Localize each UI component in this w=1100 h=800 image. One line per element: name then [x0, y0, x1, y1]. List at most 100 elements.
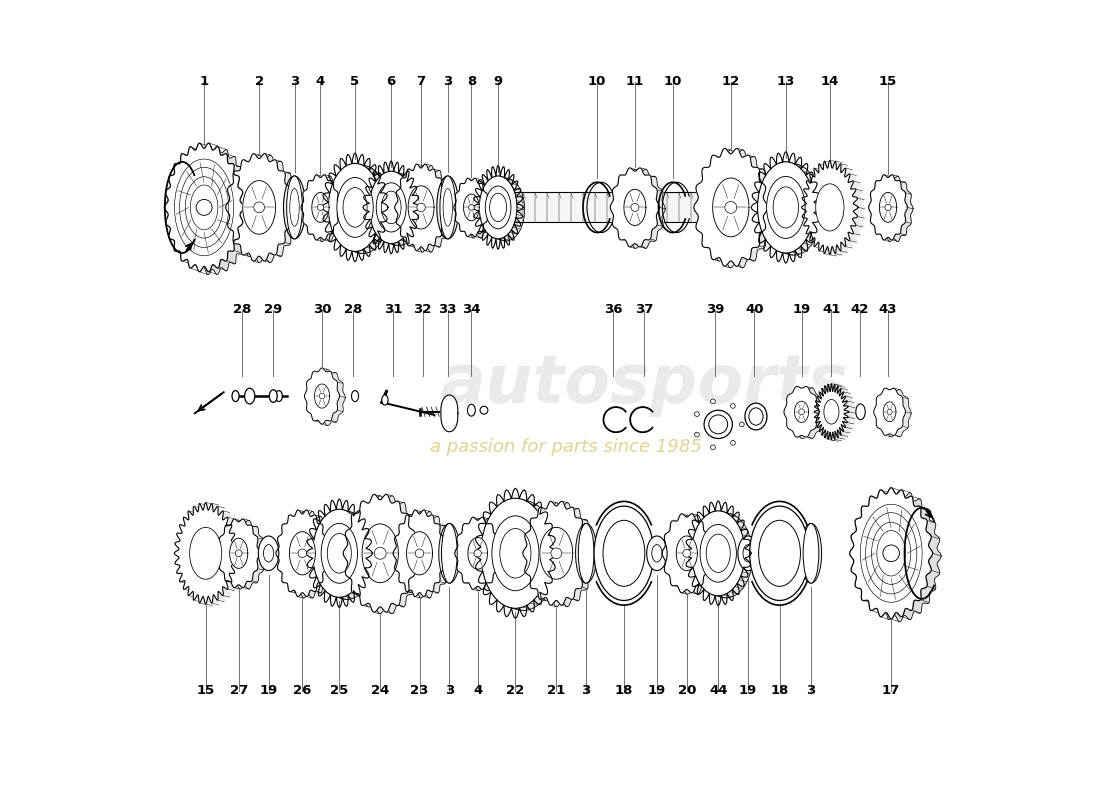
Ellipse shape	[816, 184, 844, 231]
Text: 3: 3	[582, 684, 591, 698]
Circle shape	[725, 202, 737, 214]
Polygon shape	[879, 193, 896, 222]
Polygon shape	[441, 395, 458, 432]
Text: 10: 10	[588, 75, 606, 88]
Ellipse shape	[485, 186, 510, 229]
Polygon shape	[668, 515, 717, 594]
Polygon shape	[282, 511, 334, 598]
Ellipse shape	[766, 164, 822, 255]
Circle shape	[235, 550, 242, 557]
Polygon shape	[460, 180, 495, 238]
Text: 34: 34	[462, 303, 481, 316]
Polygon shape	[230, 538, 248, 568]
Circle shape	[319, 394, 324, 399]
Text: 41: 41	[822, 303, 840, 316]
Polygon shape	[700, 150, 773, 268]
Ellipse shape	[488, 501, 558, 610]
Circle shape	[469, 205, 474, 210]
Polygon shape	[802, 160, 858, 254]
Ellipse shape	[481, 498, 550, 608]
Ellipse shape	[284, 176, 306, 239]
Ellipse shape	[759, 520, 801, 586]
Text: 19: 19	[648, 684, 666, 698]
Text: 17: 17	[882, 684, 900, 698]
Polygon shape	[180, 504, 244, 606]
Text: 33: 33	[439, 303, 458, 316]
Polygon shape	[610, 168, 660, 247]
Polygon shape	[349, 496, 422, 614]
Circle shape	[711, 399, 715, 404]
Text: 18: 18	[770, 684, 789, 698]
Circle shape	[474, 550, 482, 557]
Text: 42: 42	[850, 303, 869, 316]
Text: 3: 3	[443, 75, 452, 88]
Text: 9: 9	[494, 75, 503, 88]
Circle shape	[480, 406, 488, 414]
Circle shape	[799, 409, 804, 414]
Text: 36: 36	[604, 303, 623, 316]
Circle shape	[739, 422, 745, 426]
Ellipse shape	[700, 525, 736, 582]
Polygon shape	[468, 538, 487, 569]
Ellipse shape	[328, 534, 351, 573]
Circle shape	[374, 547, 386, 559]
Text: 10: 10	[663, 75, 682, 88]
Ellipse shape	[320, 511, 374, 599]
Ellipse shape	[745, 403, 767, 430]
FancyBboxPatch shape	[499, 193, 739, 222]
Text: 12: 12	[722, 75, 740, 88]
Polygon shape	[174, 502, 238, 604]
Circle shape	[416, 549, 424, 558]
Ellipse shape	[708, 415, 728, 434]
Polygon shape	[407, 532, 432, 575]
Text: a passion for parts since 1985: a passion for parts since 1985	[430, 438, 702, 456]
Polygon shape	[814, 384, 849, 440]
Polygon shape	[794, 401, 808, 422]
Ellipse shape	[441, 523, 458, 583]
Polygon shape	[289, 532, 316, 575]
Ellipse shape	[370, 171, 414, 243]
Polygon shape	[408, 186, 435, 229]
Circle shape	[730, 441, 735, 445]
Ellipse shape	[275, 390, 283, 402]
Ellipse shape	[742, 545, 754, 562]
Polygon shape	[713, 178, 749, 237]
Ellipse shape	[244, 388, 255, 404]
Ellipse shape	[352, 390, 359, 402]
Polygon shape	[362, 524, 398, 582]
Ellipse shape	[706, 534, 730, 572]
Polygon shape	[226, 154, 293, 261]
Ellipse shape	[328, 163, 382, 251]
Polygon shape	[310, 370, 345, 426]
Ellipse shape	[287, 176, 303, 239]
Polygon shape	[874, 176, 913, 242]
Circle shape	[196, 199, 212, 215]
Ellipse shape	[437, 176, 459, 239]
Ellipse shape	[738, 536, 758, 570]
Polygon shape	[305, 368, 340, 424]
Text: 2: 2	[254, 75, 264, 88]
Ellipse shape	[749, 408, 763, 425]
Ellipse shape	[289, 189, 299, 226]
Text: 43: 43	[879, 303, 898, 316]
Ellipse shape	[321, 523, 358, 583]
Text: 23: 23	[410, 684, 429, 698]
Polygon shape	[276, 510, 329, 597]
Text: 3: 3	[444, 684, 454, 698]
Text: 11: 11	[626, 75, 644, 88]
Text: 4: 4	[473, 684, 482, 698]
Text: 3: 3	[806, 684, 815, 698]
Ellipse shape	[487, 178, 525, 241]
Ellipse shape	[594, 506, 653, 601]
Ellipse shape	[312, 510, 366, 598]
Polygon shape	[218, 519, 260, 588]
Text: 14: 14	[821, 75, 839, 88]
Polygon shape	[676, 536, 697, 570]
Polygon shape	[694, 149, 768, 266]
Circle shape	[254, 202, 264, 213]
Polygon shape	[454, 518, 500, 590]
Text: 28: 28	[233, 303, 251, 316]
Text: 7: 7	[417, 75, 426, 88]
Ellipse shape	[439, 523, 460, 583]
Polygon shape	[311, 193, 329, 222]
